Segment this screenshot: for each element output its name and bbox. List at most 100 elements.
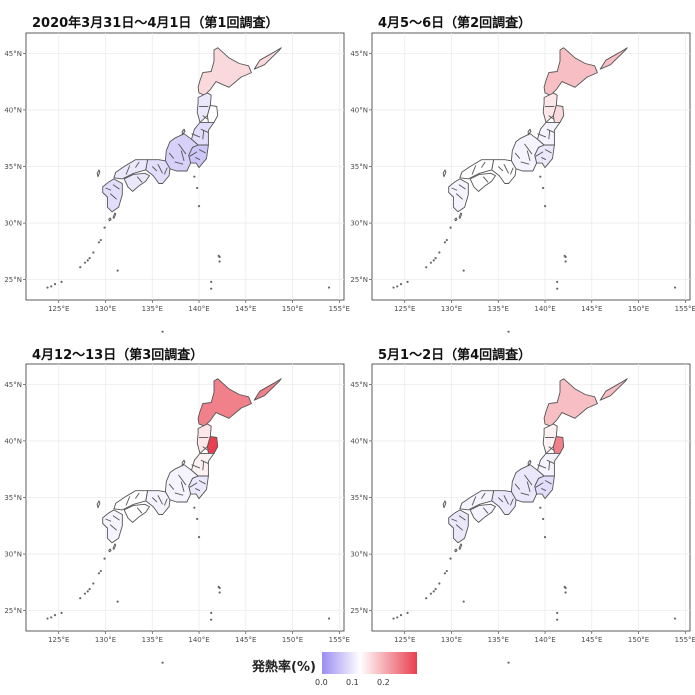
tick-label-lon: 130°E (95, 305, 116, 313)
island (445, 569, 448, 573)
island (432, 259, 435, 262)
prefecture-border (109, 193, 118, 200)
region-hokkaido (543, 47, 598, 96)
tick-label-lat: 45°N (350, 50, 368, 58)
tick-label-lon: 155°E (329, 636, 350, 644)
tick-label-lat: 35°N (4, 163, 22, 171)
island (425, 597, 428, 600)
prefecture-border (510, 167, 514, 175)
region-hokkaido (543, 378, 598, 427)
island (218, 260, 221, 263)
prefecture-border (112, 515, 120, 521)
tick-label-lon: 150°E (282, 305, 303, 313)
region-kinki (491, 490, 517, 515)
map-panel-1: 125°E 130°E 135°E 140°E 145°E 150°E 155°E 45°N 4… (4, 32, 350, 333)
legend-label-1: 0.1 (346, 678, 359, 687)
prefecture-border (200, 459, 209, 464)
tick-label-lat: 30°N (4, 551, 22, 559)
prefecture-border (503, 495, 509, 505)
tick-label-lon: 150°E (282, 636, 303, 644)
island (97, 572, 101, 575)
tick-label-lat: 30°N (4, 220, 22, 228)
prefecture-border (544, 480, 552, 485)
prefecture-border (451, 518, 458, 522)
island (210, 287, 213, 290)
tick-label-lon: 140°E (188, 636, 209, 644)
tick-label-lon: 155°E (675, 305, 695, 313)
prefecture-border (482, 176, 489, 183)
region-hokkaido (197, 378, 252, 427)
island (161, 330, 164, 333)
tick-label-lat: 40°N (4, 106, 22, 114)
prefecture-border (168, 483, 175, 490)
island (86, 259, 89, 262)
prefecture-border (178, 143, 187, 155)
island (673, 286, 677, 289)
tick-label-lon: 155°E (675, 636, 695, 644)
prefecture-border (541, 157, 547, 161)
prefecture-border (202, 446, 208, 451)
region-tanegashima (458, 543, 463, 550)
prefecture-border (157, 164, 163, 174)
prefecture-border (198, 149, 206, 154)
island (218, 255, 221, 259)
tick-label-lon: 150°E (628, 636, 649, 644)
tick-label-lon: 145°E (581, 305, 602, 313)
region-kurile (599, 378, 628, 401)
island (425, 266, 428, 269)
prefecture-border (189, 151, 198, 157)
tick-label-lon: 125°E (394, 636, 415, 644)
prefecture-border (497, 497, 504, 503)
island (218, 586, 221, 590)
island (53, 283, 57, 286)
prefecture-border (135, 161, 140, 168)
island (434, 588, 437, 591)
tick-label-lat: 35°N (4, 494, 22, 502)
legend-label-0: 0.0 (315, 678, 328, 687)
region-tsushima (96, 500, 101, 509)
prefecture-border (151, 166, 158, 172)
prefecture-border (544, 149, 552, 154)
prefecture-border (520, 161, 530, 165)
prefecture-border (200, 128, 209, 133)
prefecture-border (524, 474, 533, 486)
region-sado (181, 459, 186, 467)
tick-label-lon: 140°E (188, 305, 209, 313)
prefecture-border (174, 492, 184, 496)
region-tanegashima (112, 212, 117, 219)
prefecture-border (105, 187, 112, 191)
tick-label-lon: 130°E (441, 636, 462, 644)
island (396, 616, 399, 619)
island (53, 614, 57, 617)
tick-label-lon: 135°E (488, 305, 509, 313)
region-shikoku (123, 503, 150, 523)
island (438, 582, 441, 585)
prefecture-border (537, 133, 547, 138)
island (434, 257, 437, 260)
prefecture-border (135, 492, 140, 499)
tick-label-lon: 140°E (534, 636, 555, 644)
island (83, 261, 87, 264)
region-kinki (145, 159, 171, 184)
island (432, 590, 435, 593)
island (445, 238, 448, 242)
island (79, 266, 82, 269)
island (399, 614, 403, 617)
region-hokkaido (197, 47, 252, 96)
island (103, 557, 106, 560)
prefecture-border (178, 474, 187, 486)
island (86, 590, 89, 593)
prefecture-border (497, 166, 504, 172)
prefecture-border (195, 488, 201, 492)
tick-label-lat: 35°N (350, 494, 368, 502)
island (392, 617, 395, 620)
region-tsushima (442, 500, 447, 509)
island (462, 600, 465, 603)
prefecture-border (189, 482, 198, 488)
tick-label-lat: 40°N (4, 437, 22, 445)
island (116, 269, 119, 272)
tick-label-lon: 125°E (48, 305, 69, 313)
prefecture-border (546, 128, 555, 133)
prefecture-border (458, 515, 466, 521)
prefecture-border (455, 524, 464, 531)
